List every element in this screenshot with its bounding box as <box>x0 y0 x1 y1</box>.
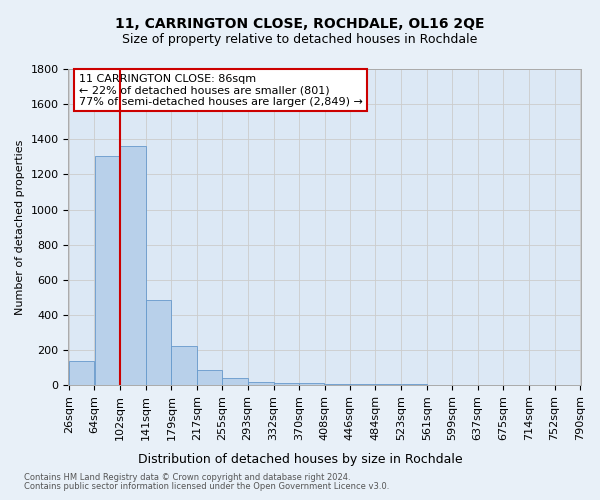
Text: Contains HM Land Registry data © Crown copyright and database right 2024.: Contains HM Land Registry data © Crown c… <box>24 474 350 482</box>
Text: Size of property relative to detached houses in Rochdale: Size of property relative to detached ho… <box>122 32 478 46</box>
Text: Distribution of detached houses by size in Rochdale: Distribution of detached houses by size … <box>137 452 463 466</box>
Text: 11, CARRINGTON CLOSE, ROCHDALE, OL16 2QE: 11, CARRINGTON CLOSE, ROCHDALE, OL16 2QE <box>115 18 485 32</box>
Bar <box>376 384 401 385</box>
Bar <box>120 146 146 385</box>
Bar <box>274 382 299 385</box>
Text: Contains public sector information licensed under the Open Government Licence v3: Contains public sector information licen… <box>24 482 389 491</box>
Bar <box>299 383 325 385</box>
Bar <box>197 370 222 385</box>
Bar <box>146 300 171 385</box>
Text: 11 CARRINGTON CLOSE: 86sqm
← 22% of detached houses are smaller (801)
77% of sem: 11 CARRINGTON CLOSE: 86sqm ← 22% of deta… <box>79 74 362 107</box>
Bar <box>95 156 120 385</box>
Bar <box>350 384 375 385</box>
Bar <box>69 360 94 385</box>
Bar <box>325 384 350 385</box>
Bar <box>248 382 274 385</box>
Bar <box>222 378 248 385</box>
Bar <box>172 346 197 385</box>
Bar <box>427 384 452 385</box>
Bar <box>401 384 427 385</box>
Y-axis label: Number of detached properties: Number of detached properties <box>15 140 25 315</box>
